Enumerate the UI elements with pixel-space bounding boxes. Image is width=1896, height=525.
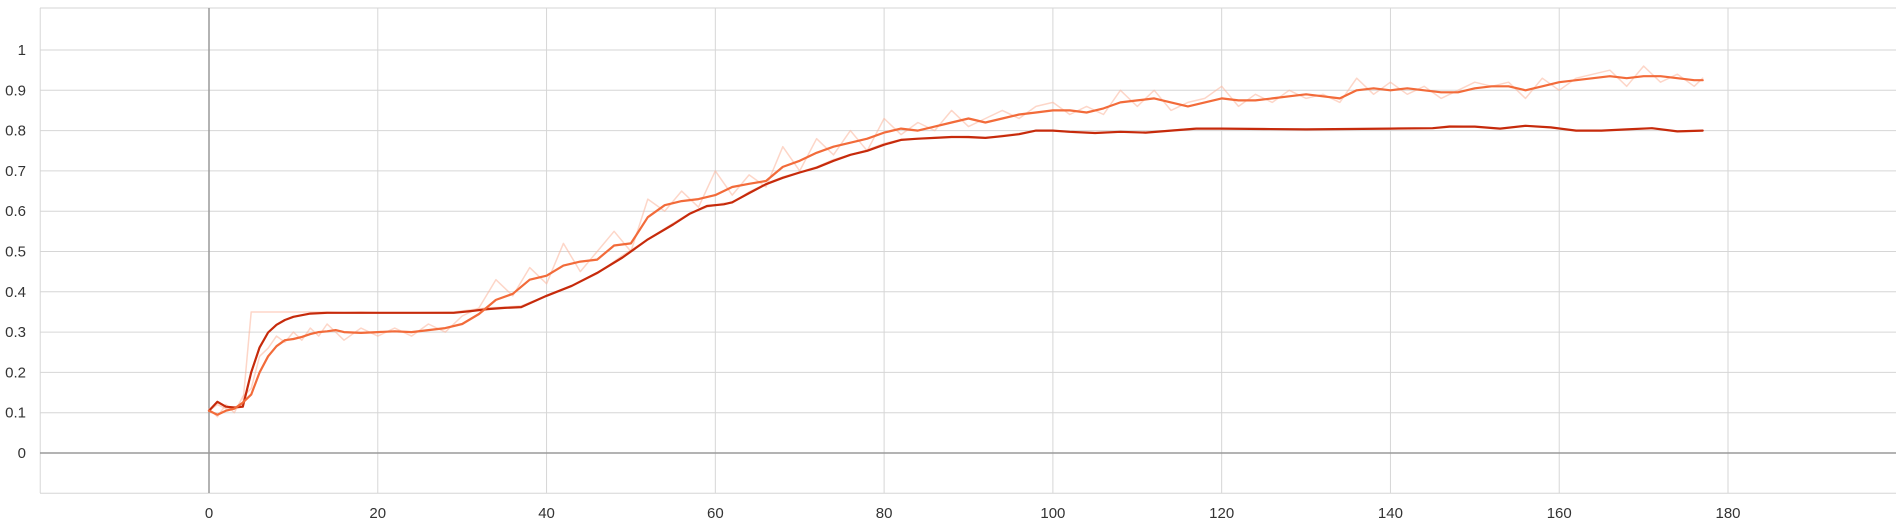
x-tick-label: 60 bbox=[707, 505, 724, 522]
x-tick-label: 20 bbox=[369, 505, 386, 522]
x-tick-label: 180 bbox=[1715, 505, 1740, 522]
series-lines bbox=[207, 65, 1704, 418]
x-tick-label: 100 bbox=[1040, 505, 1065, 522]
series-line-4 bbox=[208, 65, 1704, 418]
x-tick-label: 160 bbox=[1547, 505, 1572, 522]
y-tick-label: 0 bbox=[18, 445, 26, 462]
series-line-2 bbox=[207, 75, 1704, 416]
y-tick-label: 0.6 bbox=[5, 203, 26, 220]
x-tick-label: 40 bbox=[538, 505, 555, 522]
y-tick-label: 0.3 bbox=[5, 324, 26, 341]
x-tick-label: 140 bbox=[1378, 505, 1403, 522]
y-tick-label: 0.2 bbox=[5, 364, 26, 381]
x-tick-label: 120 bbox=[1209, 505, 1234, 522]
grid-lines bbox=[39, 7, 1896, 494]
y-tick-label: 0.8 bbox=[5, 123, 26, 140]
y-tick-label: 0.5 bbox=[5, 244, 26, 261]
series-line-1 bbox=[207, 124, 1704, 412]
tick-labels: 0 0.1 0.2 0.3 0.4 0.5 0.6 0.7 0.8 0.9 1 0 20 40 60 80 10… bbox=[5, 42, 1740, 522]
y-tick-label: 1 bbox=[18, 42, 26, 59]
series-line-3 bbox=[208, 124, 1704, 412]
y-tick-label: 0.9 bbox=[5, 82, 26, 99]
y-tick-label: 0.1 bbox=[5, 405, 26, 422]
y-tick-label: 0.4 bbox=[5, 284, 26, 301]
x-tick-label: 80 bbox=[876, 505, 893, 522]
x-tick-label: 0 bbox=[205, 505, 213, 522]
y-tick-label: 0.7 bbox=[5, 163, 26, 180]
axes bbox=[40, 8, 1896, 493]
